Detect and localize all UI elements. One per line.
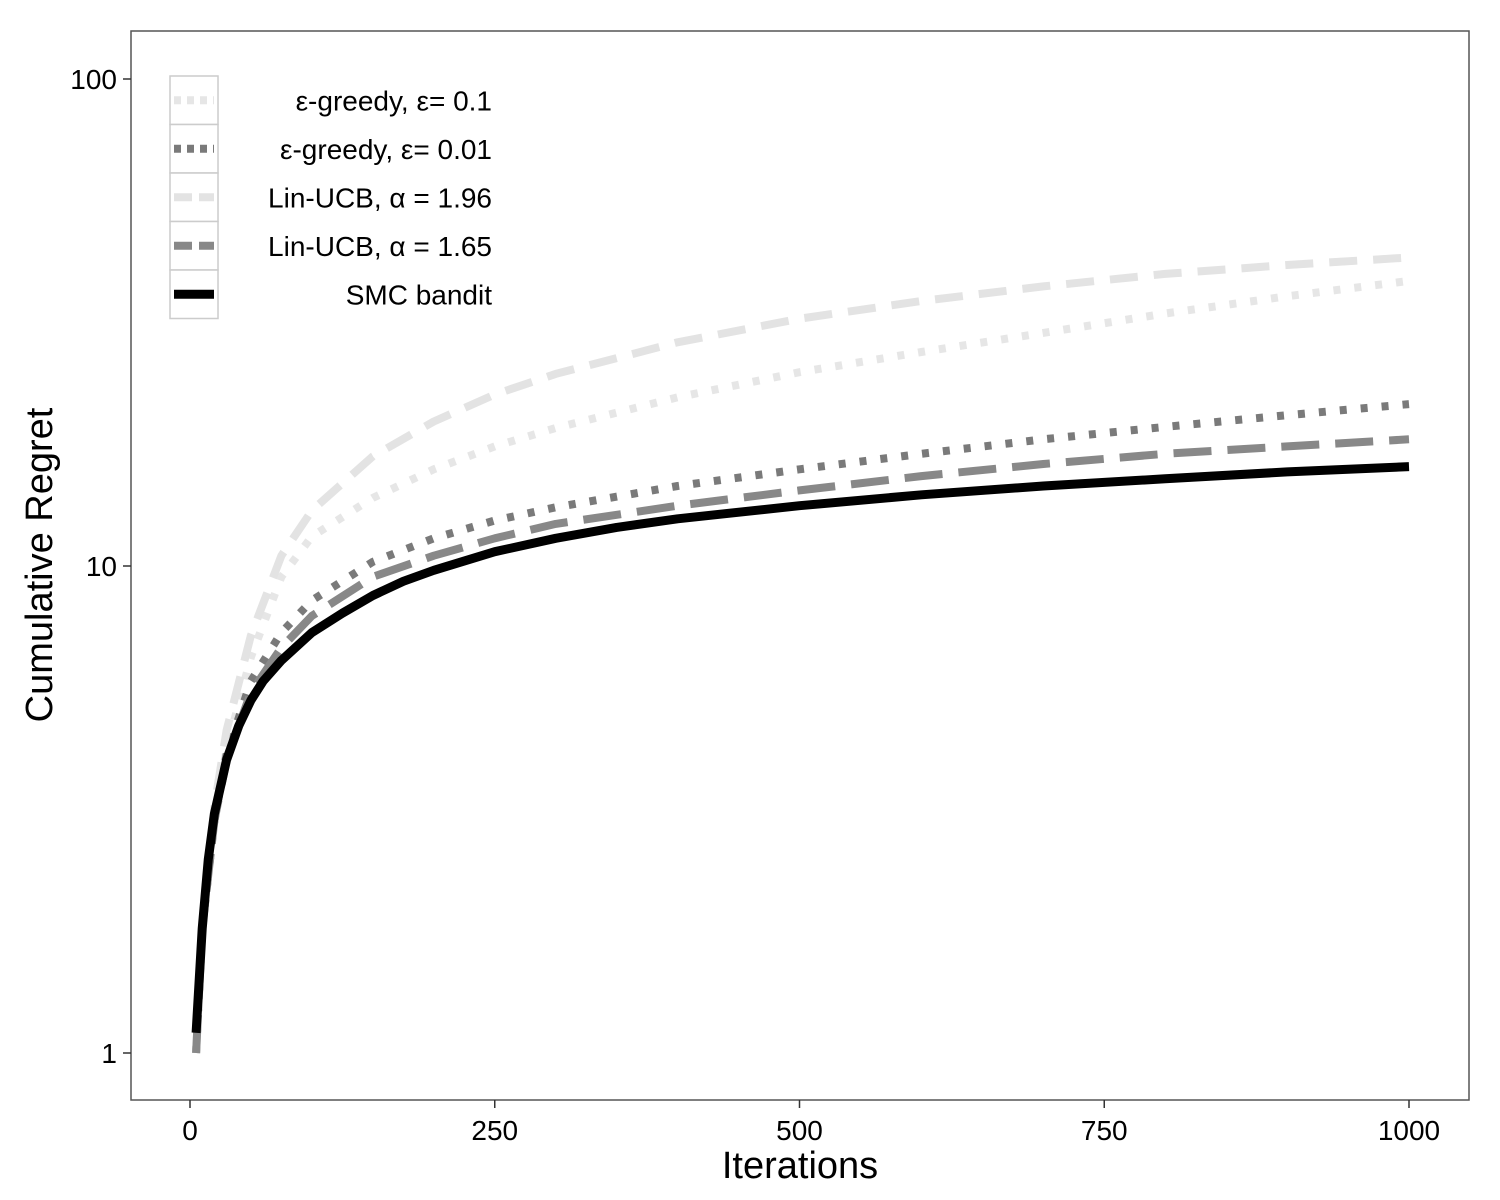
series-line-3 [192,253,1410,1054]
legend-label: SMC bandit [346,279,493,310]
x-tick-label: 500 [776,1115,823,1146]
series-layer [191,253,1410,1054]
x-tick-label: 750 [1081,1115,1128,1146]
x-tick-label: 250 [471,1115,518,1146]
legend-label: Lin-UCB, α = 1.96 [268,182,492,213]
y-axis-title: Cumulative Regret [19,407,61,722]
legend-label: ε-greedy, ε= 0.1 [296,85,492,116]
y-tick-label: 1 [101,1038,117,1069]
legend-label: Lin-UCB, α = 1.65 [268,231,492,262]
axis-layer: 0 250 500 750 1000 1 10 100 [70,64,1440,1146]
legend: ε-greedy, ε= 0.1 ε-greedy, ε= 0.01 Lin-UCB… [169,75,493,320]
series-line-5 [191,462,1410,1034]
x-tick-label: 0 [182,1115,198,1146]
x-axis-title: Iterations [722,1145,878,1187]
series-line-1 [192,276,1410,1054]
x-tick-label: 1000 [1378,1115,1440,1146]
y-tick-label: 100 [70,64,117,95]
y-tick-label: 10 [86,551,117,582]
legend-label: ε-greedy, ε= 0.01 [280,134,492,165]
